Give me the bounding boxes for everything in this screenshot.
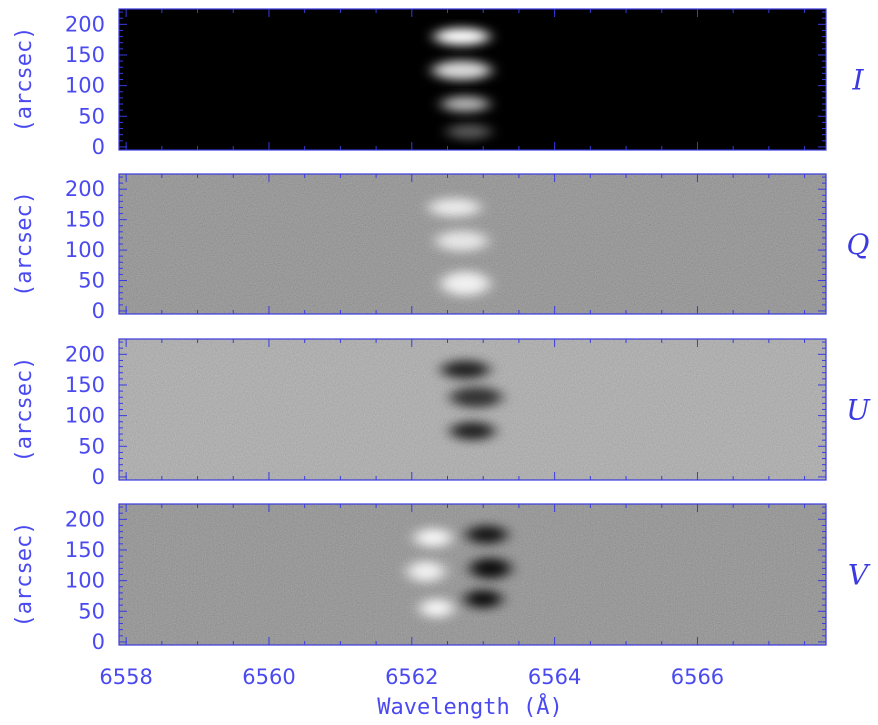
panel-u-image xyxy=(119,339,826,480)
y-tick-label: 200 xyxy=(65,507,105,531)
stokes-label-v: V xyxy=(848,559,871,592)
panel-v: 0 50 100 150 200 (arcsec) V xyxy=(12,503,871,654)
x-tick-label: 6562 xyxy=(385,665,438,689)
feature-dark-1 xyxy=(441,360,490,379)
x-tick-label: 6564 xyxy=(528,665,581,689)
stokes-label-q: Q xyxy=(847,228,870,261)
noise-texture xyxy=(119,339,826,480)
panel-i: 0 50 100 150 200 (arcsec) I xyxy=(12,8,864,159)
feature-dark-6 xyxy=(464,589,502,609)
feature-bright-3 xyxy=(419,599,454,618)
panels-group: 0 50 100 150 200 (arcsec) I 0 50 100 150 200 (arcsec… xyxy=(12,8,871,654)
feature-dark-3 xyxy=(450,421,495,441)
feature-bright-2 xyxy=(432,60,492,81)
y-tick-label: 200 xyxy=(65,342,105,366)
feature-bright-1 xyxy=(434,28,490,46)
panel-v-image xyxy=(119,504,826,645)
feature-bright-1 xyxy=(414,528,452,547)
feature-bright-3 xyxy=(441,271,490,296)
feature-bright-2 xyxy=(407,561,445,582)
y-tick-label: 0 xyxy=(92,630,105,654)
y-tick-label: 0 xyxy=(92,135,105,159)
y-tick-label: 200 xyxy=(65,12,105,36)
stokes-label-i: I xyxy=(851,64,864,97)
feature-dark-4 xyxy=(466,525,508,544)
x-tick-label: 6558 xyxy=(99,665,152,689)
panel-i-image xyxy=(119,9,826,150)
y-tick-label: 50 xyxy=(78,104,105,128)
y-tick-label: 150 xyxy=(65,373,105,397)
feature-bright-2 xyxy=(435,230,488,252)
y-tick-label: 0 xyxy=(92,465,105,489)
noise-texture xyxy=(119,504,826,645)
x-tick-label: 6566 xyxy=(671,665,724,689)
panel-q-image xyxy=(119,174,826,314)
y-axis-label: (arcsec) xyxy=(12,522,37,628)
feature-bright-3 xyxy=(441,96,490,112)
y-tick-label: 50 xyxy=(78,269,105,293)
y-axis-label: (arcsec) xyxy=(12,357,37,463)
y-tick-label: 150 xyxy=(65,208,105,232)
feature-bright-4 xyxy=(446,123,492,140)
feature-dark-5 xyxy=(469,557,511,579)
y-axis-label: (arcsec) xyxy=(12,27,37,133)
y-tick-label: 50 xyxy=(78,599,105,623)
y-tick-label: 100 xyxy=(65,569,105,593)
y-tick-label: 200 xyxy=(65,177,105,201)
y-tick-label: 100 xyxy=(65,74,105,98)
x-axis: 6558 6560 6562 6564 6566 xyxy=(99,665,724,689)
panel-q: 0 50 100 150 200 (arcsec) Q xyxy=(12,173,870,323)
y-axis-label: (arcsec) xyxy=(12,191,37,297)
x-axis-label: Wavelength (Å) xyxy=(377,693,562,720)
feature-bright-1 xyxy=(428,198,481,217)
stokes-label-u: U xyxy=(846,394,871,427)
x-tick-label: 6560 xyxy=(242,665,295,689)
y-tick-label: 150 xyxy=(65,538,105,562)
y-tick-label: 150 xyxy=(65,43,105,67)
panel-u: 0 50 100 150 200 (arcsec) U xyxy=(12,338,871,489)
feature-dark-2 xyxy=(450,386,502,408)
y-tick-label: 100 xyxy=(65,404,105,428)
y-tick-label: 100 xyxy=(65,238,105,262)
y-tick-label: 0 xyxy=(92,299,105,323)
y-tick-label: 50 xyxy=(78,434,105,458)
